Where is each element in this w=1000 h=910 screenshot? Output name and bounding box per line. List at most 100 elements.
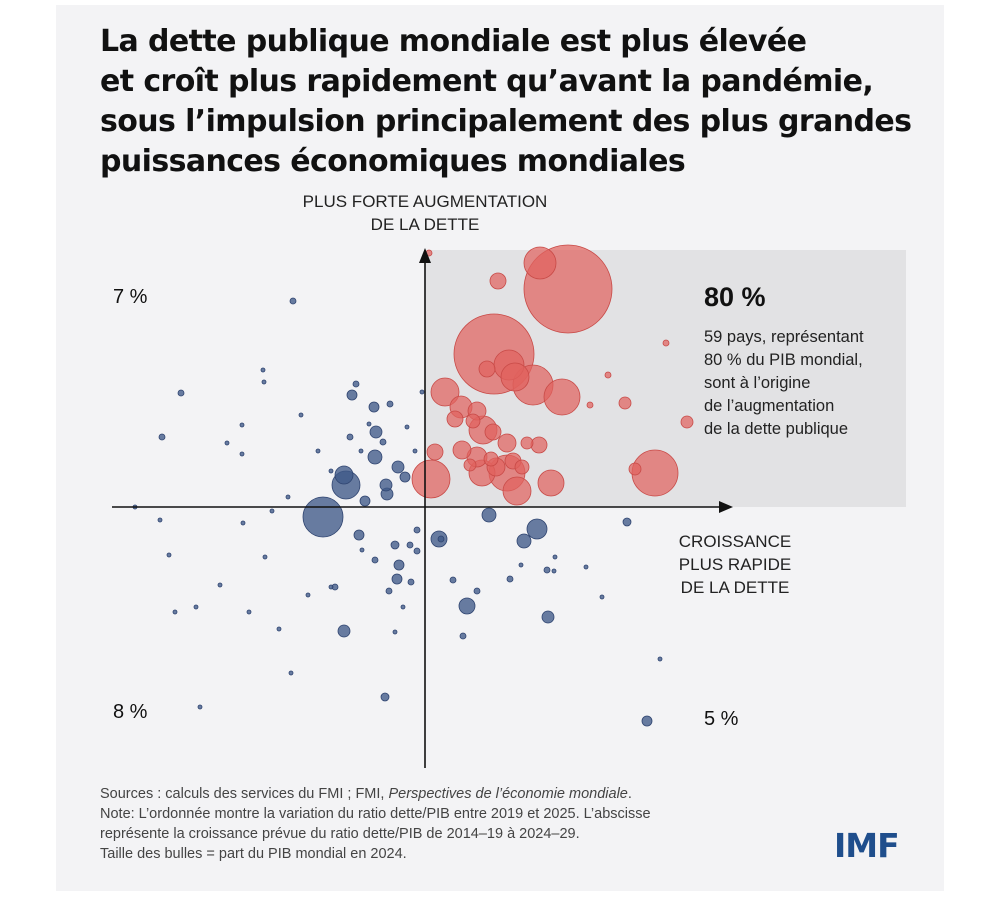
bubble-decrease [217, 582, 223, 588]
bubble-decrease [380, 692, 390, 702]
bubble-decrease [288, 670, 294, 676]
bubble-decrease [276, 626, 282, 632]
bubble-decrease [358, 448, 364, 454]
note-line: représente la croissance prévue du ratio… [100, 826, 580, 842]
bubble-decrease [328, 468, 334, 474]
bubble-increase [426, 443, 444, 461]
quadrant-label-bottom-left: 8 % [113, 701, 148, 723]
x-axis-label-line: PLUS RAPIDE [678, 555, 792, 574]
bubble-decrease [437, 535, 445, 543]
quadrant-label-top-left: 7 % [113, 286, 148, 308]
bubble-decrease [239, 422, 245, 428]
bubble-decrease [392, 629, 398, 635]
bubble-decrease [385, 587, 393, 595]
x-axis-label-line: DE LA DETTE [680, 578, 790, 597]
bubble-decrease [353, 529, 365, 541]
bubble-decrease [315, 448, 321, 454]
highlight-line: 59 pays, représentant [704, 328, 864, 346]
bubble-increase [502, 476, 532, 506]
bubble-decrease [407, 578, 415, 586]
bubble-decrease [473, 587, 481, 595]
bubble-decrease [541, 610, 555, 624]
bubble-decrease [177, 389, 185, 397]
y-axis-label-line: DE LA DETTE [370, 215, 480, 234]
bubble-increase [604, 371, 612, 379]
bubble-decrease [197, 704, 203, 710]
bubble-decrease [526, 518, 548, 540]
bubble-decrease [359, 495, 371, 507]
bubble-decrease [413, 526, 421, 534]
bubble-decrease [371, 556, 379, 564]
bubble-decrease [352, 380, 360, 388]
bubble-decrease [369, 425, 383, 439]
sources-publication: Perspectives de l’économie mondiale [388, 786, 628, 802]
bubble-increase [465, 413, 481, 429]
bubble-decrease [328, 584, 334, 590]
bubble-decrease [543, 566, 551, 574]
bubble-decrease [261, 379, 267, 385]
bubble-decrease [158, 433, 166, 441]
bubble-decrease [262, 554, 268, 560]
title-line: puissances économiques mondiales [100, 144, 686, 179]
bubble-decrease [260, 367, 266, 373]
quadrant-label-bottom-right: 5 % [704, 708, 739, 730]
bubble-decrease [366, 421, 372, 427]
sources-line: Sources : calculs des services du FMI ; … [100, 784, 820, 804]
bubble-decrease [166, 552, 172, 558]
highlight-value: 80 % [704, 282, 766, 312]
bubble-decrease [657, 656, 663, 662]
x-axis-arrow [719, 501, 733, 513]
bubble-decrease [449, 576, 457, 584]
bubble-decrease [240, 520, 246, 526]
y-axis-label: PLUS FORTE AUGMENTATION DE LA DETTE [270, 190, 580, 236]
bubble-decrease [224, 440, 230, 446]
y-axis-arrow [419, 248, 431, 263]
bubble-decrease [239, 451, 245, 457]
bubble-decrease [400, 604, 406, 610]
bubble-decrease [412, 448, 418, 454]
bubble-decrease [302, 496, 344, 538]
bubble-increase [680, 415, 694, 429]
bubble-decrease [552, 554, 558, 560]
sources-suffix: . [627, 786, 632, 802]
sources-note: Sources : calculs des services du FMI ; … [100, 784, 820, 864]
bubble-increase [530, 436, 548, 454]
bubble-decrease [269, 508, 275, 514]
bubble-decrease [289, 297, 297, 305]
bubble-increase [430, 377, 460, 407]
x-axis-label: CROISSANCE PLUS RAPIDE DE LA DETTE [650, 530, 820, 599]
bubble-decrease [367, 449, 383, 465]
bubble-decrease [458, 597, 476, 615]
bubble-increase [446, 410, 464, 428]
bubble-decrease [157, 517, 163, 523]
chart-title: La dette publique mondiale est plus élev… [100, 22, 920, 182]
bubble-increase [537, 469, 565, 497]
bubble-decrease [506, 575, 514, 583]
bubble-increase [628, 462, 642, 476]
bubble-decrease [337, 624, 351, 638]
bubble-decrease [399, 471, 411, 483]
bubble-decrease [419, 389, 425, 395]
bubble-decrease [305, 592, 311, 598]
bubble-increase [478, 360, 496, 378]
bubble-decrease [359, 547, 365, 553]
bubble-decrease [172, 609, 178, 615]
bubble-decrease [285, 494, 291, 500]
highlight-line: sont à l’origine [704, 374, 811, 392]
bubble-decrease [516, 533, 532, 549]
bubble-increase [463, 458, 477, 472]
bubble-increase [452, 440, 472, 460]
highlight-description: 59 pays, représentant 80 % du PIB mondia… [704, 326, 864, 441]
bubble-increase [520, 436, 534, 450]
bubble-increase [489, 272, 507, 290]
bubble-decrease [622, 517, 632, 527]
bubble-increase [411, 459, 451, 499]
note-line: Taille des bulles = part du PIB mondial … [100, 846, 407, 862]
bubble-decrease [393, 559, 405, 571]
title-line: et croît plus rapidement qu’avant la pan… [100, 64, 874, 99]
bubble-decrease [346, 433, 354, 441]
y-axis-label-line: PLUS FORTE AUGMENTATION [302, 192, 548, 211]
bubble-decrease [390, 540, 400, 550]
note-line: Note: L’ordonnée montre la variation du … [100, 806, 651, 822]
